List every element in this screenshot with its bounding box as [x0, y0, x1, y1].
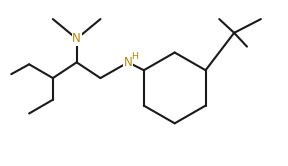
Text: N: N — [72, 32, 81, 45]
Text: N: N — [124, 56, 132, 69]
Text: H: H — [132, 52, 139, 61]
